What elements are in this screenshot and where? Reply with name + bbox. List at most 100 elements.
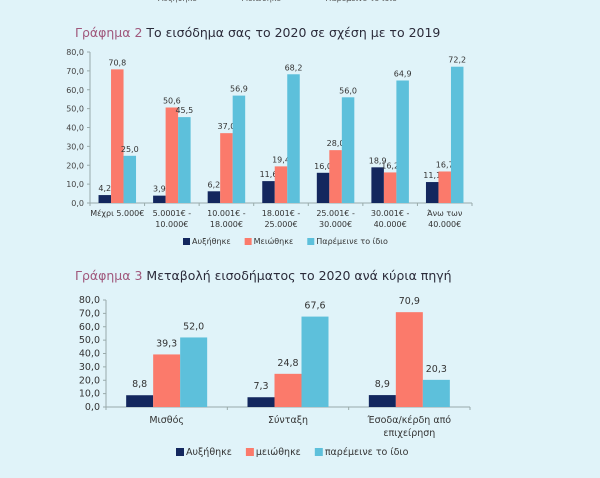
chart3-title-text: Μεταβολή εισοδήματος το 2020 ανά κύρια π… — [146, 268, 452, 283]
chart3-y-tick-label: 50,0 — [79, 335, 100, 346]
top-legend-item: Αυξήθηκε — [158, 0, 197, 3]
chart3-y-tick-label: 60,0 — [79, 322, 100, 333]
chart3-legend-label: Αυξήθηκε — [186, 447, 232, 458]
chart2-bar — [207, 191, 221, 203]
chart3-bar — [395, 312, 423, 407]
chart2-bar — [316, 172, 330, 203]
chart2-bar — [153, 195, 166, 203]
chart2-data-label: 16,2 — [381, 161, 399, 170]
top-legend-item: Παρέμεινε το ίδιο — [325, 0, 397, 3]
chart3-bar — [180, 337, 208, 407]
chart2-y-tick-label: 50,0 — [66, 105, 84, 114]
chart3-legend-swatch — [314, 448, 323, 456]
chart2-y-tick-label: 30,0 — [66, 142, 84, 151]
chart2-title: Γράφημα 2 Το εισόδημα σας το 2020 σε σχέ… — [75, 25, 440, 40]
chart2-legend-label: Αυξήθηκε — [192, 237, 231, 246]
chart2-bar — [329, 150, 342, 203]
chart2-legend-label: Παρέμεινε το ίδιο — [316, 236, 388, 246]
chart3-y-tick-label: 0,0 — [85, 402, 100, 413]
chart2-category-label: 10.000€ — [155, 220, 188, 229]
chart2-data-label: 18,9 — [369, 156, 387, 165]
chart3-bar — [247, 397, 275, 407]
chart3-data-label: 20,3 — [426, 364, 447, 375]
chart2-bar — [341, 97, 355, 203]
chart2-bar — [178, 117, 191, 203]
chart2-y-tick-label: 60,0 — [66, 86, 84, 95]
chart2-bar — [438, 171, 451, 203]
chart2-legend-label: Μειώθηκε — [254, 236, 294, 246]
chart2-category-label: Άνω των — [427, 209, 463, 218]
chart3-data-label: 67,6 — [304, 301, 325, 312]
chart2-bar — [396, 80, 409, 203]
chart3-data-label: 70,9 — [399, 296, 420, 307]
chart2-category-label: 40.000€ — [428, 220, 461, 229]
chart2-data-label: 56,9 — [230, 85, 248, 94]
chart3-y-tick-label: 20,0 — [79, 375, 100, 386]
chart3-y-tick-label: 10,0 — [79, 389, 100, 400]
chart2-bar — [371, 167, 384, 203]
chart2-data-label: 11,1 — [423, 171, 441, 180]
chart3-y-tick-label: 40,0 — [79, 349, 100, 360]
chart2-data-label: 56,0 — [339, 86, 357, 95]
chart2-bar — [232, 95, 246, 203]
chart2-data-label: 4,2 — [98, 184, 111, 193]
chart3-data-label: 52,0 — [183, 321, 204, 332]
chart2-bar — [274, 166, 288, 203]
chart2-y-tick-label: 70,0 — [66, 67, 84, 76]
chart3-bar — [368, 395, 396, 407]
chart2-data-label: 68,2 — [285, 63, 303, 72]
chart2-category-label: 30.001€ - — [371, 209, 410, 218]
chart2-y-tick-label: 40,0 — [66, 124, 84, 133]
chart3-data-label: 7,3 — [253, 381, 268, 392]
chart2-data-label: 45,5 — [175, 106, 193, 115]
chart3-y-tick-label: 30,0 — [79, 362, 100, 373]
chart3-bar — [422, 379, 450, 407]
chart3-bar — [274, 373, 302, 407]
chart3-data-label: 39,3 — [156, 338, 177, 349]
chart3-legend-label: μειώθηκε — [256, 447, 301, 458]
chart2-bar — [287, 74, 300, 204]
chart2-data-label: 64,9 — [394, 70, 412, 79]
chart3-legend-label: παρέμεινε το ίδιο — [325, 447, 409, 458]
chart2-bar — [123, 155, 137, 203]
chart3-legend-swatch — [176, 448, 184, 456]
chart2-data-label: 6,2 — [208, 180, 221, 189]
chart2-title-text: Το εισόδημα σας το 2020 σε σχέση με το 2… — [146, 25, 441, 40]
chart2-category-label: 25.001€ - — [316, 209, 355, 218]
chart3-data-label: 8,8 — [132, 379, 147, 390]
chart2-bar — [383, 172, 397, 203]
chart2-bar — [262, 181, 275, 203]
chart2-y-tick-label: 80,0 — [66, 48, 84, 57]
chart2-bar — [425, 182, 439, 203]
top-legend-item: Μειώθηκε — [241, 0, 281, 3]
previous-chart-legend-fragment: Αυξήθηκε Μειώθηκε Παρέμεινε το ίδιο — [158, 0, 439, 3]
chart2-y-tick-label: 10,0 — [66, 180, 84, 189]
chart2-category-label: Μέχρι 5.000€ — [90, 208, 144, 218]
chart2-bar — [111, 69, 124, 204]
chart3-data-label: 8,9 — [375, 379, 390, 390]
chart2-category-label: 25.000€ — [264, 220, 297, 229]
chart2-data-label: 72,2 — [448, 56, 466, 65]
chart2-category-label: 40.000€ — [374, 220, 407, 229]
chart3-category-label: επιχείρηση — [383, 428, 435, 439]
chart2-bar — [165, 107, 179, 203]
chart3-bar — [153, 354, 181, 407]
chart2-y-tick-label: 20,0 — [66, 161, 84, 170]
chart2-category-label: 30.000€ — [319, 220, 352, 229]
chart2-bar — [98, 195, 112, 203]
chart3-category-label: Σύνταξη — [268, 415, 308, 426]
chart3-bar — [301, 316, 329, 407]
chart3-y-tick-label: 70,0 — [79, 308, 100, 319]
chart2-legend-swatch — [307, 238, 315, 245]
chart3-bar — [126, 395, 154, 407]
chart2-category-label: 18.000€ — [210, 220, 243, 229]
chart2-category-label: 18.001€ - — [262, 209, 301, 218]
chart2-category-label: 5.0001€ - — [153, 209, 192, 218]
chart3-legend-swatch — [245, 448, 254, 456]
chart3-category-label: Μισθός — [149, 415, 184, 426]
chart2-bar — [220, 133, 233, 203]
chart2-data-label: 11,6 — [260, 170, 278, 179]
chart3-title-number: Γράφημα 3 — [75, 268, 143, 283]
